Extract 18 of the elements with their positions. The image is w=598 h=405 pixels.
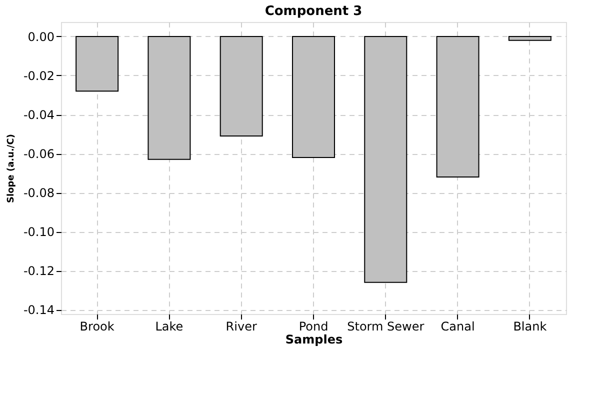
- x-tick-label: Canal: [440, 320, 475, 334]
- y-tick-label: -0.10: [23, 225, 54, 240]
- x-tick-label: River: [226, 320, 257, 334]
- x-axis-title: Samples: [285, 332, 343, 346]
- y-tick-label: -0.06: [23, 147, 54, 162]
- x-tick-label: Storm Sewer: [347, 320, 424, 334]
- y-tick-label: -0.02: [23, 68, 54, 83]
- x-tick-label: Lake: [155, 320, 184, 334]
- y-tick-label: -0.14: [23, 303, 54, 318]
- x-tick-label: Pond: [298, 320, 328, 334]
- x-tick-label: Brook: [80, 320, 114, 334]
- y-tick-label: 0.00: [28, 30, 54, 44]
- y-tick-label: -0.12: [23, 264, 54, 278]
- x-tick-label: Blank: [513, 320, 547, 334]
- chart-title: Component 3: [264, 4, 362, 19]
- y-tick-label: -0.08: [23, 186, 54, 200]
- y-tick-label: -0.04: [23, 108, 54, 122]
- y-axis-title: Slope (a.u./C): [6, 134, 16, 203]
